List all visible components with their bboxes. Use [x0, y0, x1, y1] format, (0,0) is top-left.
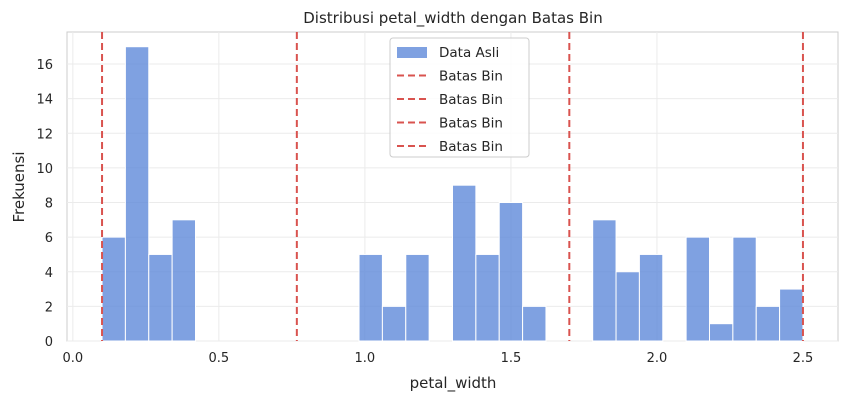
histogram-bar [171, 219, 197, 342]
x-axis-label: petal_width [410, 374, 497, 393]
y-tick-label: 10 [36, 162, 53, 177]
x-axis-ticks: 0.0 0.5 1.0 1.5 2.0 2.5 [62, 351, 813, 366]
legend-swatch [397, 47, 427, 58]
y-tick-label: 2 [45, 300, 53, 315]
x-tick-label: 2.0 [647, 351, 668, 366]
y-tick-label: 0 [45, 335, 53, 350]
legend-box [389, 37, 530, 158]
histogram-bars [101, 46, 804, 342]
histogram-bar [615, 271, 640, 342]
histogram-bar [475, 253, 500, 342]
x-tick-label: 0.0 [62, 351, 83, 366]
y-tick-label: 4 [45, 266, 53, 281]
y-tick-label: 8 [45, 197, 53, 212]
histogram-bar [358, 253, 383, 342]
histogram-bar [124, 46, 150, 342]
histogram-bar [638, 253, 664, 342]
y-axis-ticks: 0 2 4 6 8 10 12 14 16 [36, 58, 53, 350]
histogram-bar [592, 219, 617, 342]
legend: Data Asli Batas Bin Batas Bin Batas Bin Bata… [389, 37, 530, 158]
legend-label: Batas Bin [439, 116, 503, 132]
y-tick-label: 6 [45, 231, 53, 246]
histogram-bar [148, 253, 173, 342]
bin-edge-lines [101, 32, 804, 341]
histogram-bar [755, 305, 781, 342]
histogram-bar [685, 236, 710, 342]
chart-title: Distribusi petal_width dengan Batas Bin [303, 9, 602, 28]
histogram-bar [101, 236, 126, 342]
histogram-bar [779, 288, 804, 342]
x-tick-label: 0.5 [209, 351, 230, 366]
x-tick-label: 1.5 [501, 351, 522, 366]
legend-label: Data Asli [439, 45, 499, 61]
histogram-bar [732, 236, 757, 342]
x-tick-label: 2.5 [793, 351, 814, 366]
x-tick-label: 1.0 [355, 351, 376, 366]
y-axis-label: Frekuensi [10, 151, 28, 222]
y-tick-label: 12 [36, 127, 53, 142]
histogram-bar [522, 305, 547, 342]
histogram-bar [381, 305, 407, 342]
histogram-bar [405, 253, 430, 342]
histogram-bar [709, 323, 734, 342]
y-tick-label: 14 [36, 93, 53, 108]
histogram-bar [452, 184, 477, 342]
legend-label: Batas Bin [439, 69, 503, 85]
legend-label: Batas Bin [439, 139, 503, 155]
legend-label: Batas Bin [439, 92, 503, 108]
y-tick-label: 16 [36, 58, 53, 73]
histogram-bar [498, 202, 524, 342]
